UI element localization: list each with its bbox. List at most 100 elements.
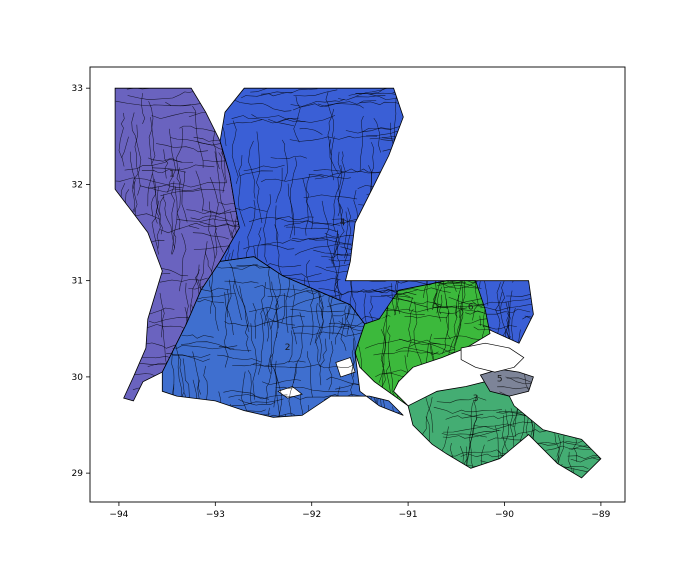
precinct-boundary [261,238,326,245]
precinct-boundary [192,232,229,240]
precinct-boundary [502,290,513,344]
precinct-boundary [159,196,164,235]
precinct-boundary [293,328,380,337]
precinct-boundary [464,316,490,324]
precinct-boundary [214,227,218,259]
district-4-label: 4 [340,218,346,228]
precinct-boundary [505,301,511,344]
precinct-boundary [510,329,521,344]
precinct-boundary [303,194,358,200]
y-tick-label: 31 [72,277,83,287]
precinct-boundary [444,278,482,290]
precinct-boundary [224,280,259,284]
precinct-boundary [487,437,556,445]
precinct-boundary [437,280,490,289]
precinct-boundary [149,187,202,193]
precinct-boundary [445,413,484,420]
precinct-boundary [261,282,269,342]
precinct-boundary [159,225,200,234]
precinct-boundary [275,167,283,203]
precinct-boundary [273,368,277,408]
precinct-boundary [318,288,391,295]
precinct-boundary [248,140,256,199]
precinct-boundary [326,285,393,297]
precinct-boundary [275,386,349,393]
precinct-boundary [186,209,231,215]
precinct-boundary [160,189,225,197]
precinct-boundary [118,112,125,159]
precinct-boundary [281,273,322,278]
precinct-boundary [239,285,249,353]
precinct-boundary [231,120,239,184]
district-labels: 1 2 4 6 3 5 [169,170,502,404]
precinct-boundary [290,99,345,107]
precinct-boundary [256,227,262,259]
precinct-boundary [480,303,534,312]
precinct-boundary [172,345,235,350]
precinct-boundary [292,103,364,111]
precinct-boundary [329,139,339,174]
precinct-boundary [480,370,484,397]
x-tick-label: −92 [302,510,321,520]
precinct-boundary [283,220,367,227]
precinct-boundary [290,364,353,369]
precinct-boundary [129,151,136,213]
precinct-boundary [442,449,513,457]
precinct-boundary [245,199,256,262]
precinct-boundary [466,417,478,478]
precinct-boundary [299,128,323,135]
precinct-boundary [275,205,278,241]
precinct-boundary [332,151,342,232]
precinct-boundary [181,171,188,223]
precinct-boundary [231,115,306,124]
precinct-boundary [151,164,215,171]
precinct-boundary [226,119,263,125]
precinct-boundary [307,351,313,398]
precinct-boundary [185,282,189,321]
precinct-boundary [252,302,257,339]
precinct-boundary [288,330,293,363]
precinct-boundary [192,351,201,395]
precinct-boundary [260,175,324,183]
precinct-boundary [179,125,227,135]
precinct-boundary [302,178,314,230]
precinct-boundary [289,135,378,142]
precinct-boundary [378,314,387,383]
precinct-boundary [313,169,388,174]
precinct-boundary [363,289,404,294]
precinct-boundary [474,297,534,307]
precinct-boundary [333,229,341,293]
precinct-boundary [170,181,177,249]
precinct-boundary [266,332,278,405]
precinct-boundary [321,200,333,264]
precinct-boundary [251,114,300,119]
precinct-boundary [340,305,347,351]
precinct-boundary [275,218,340,226]
precinct-boundary [386,325,391,405]
precinct-boundary [163,194,174,255]
precinct-boundary [356,88,392,96]
precinct-boundary [275,300,279,338]
precinct-boundary [281,293,286,324]
precinct-boundary [328,340,334,391]
precinct-boundary [448,297,477,305]
precinct-boundary [268,118,295,127]
district-6-label: 6 [468,303,474,313]
precinct-boundary [293,96,301,143]
precinct-boundary [331,136,335,181]
precinct-boundary [155,143,208,153]
precinct-boundary [285,226,338,233]
precinct-boundary [131,112,142,189]
precinct-boundary [343,211,349,264]
y-tick-label: 33 [72,84,83,94]
precinct-boundary [293,312,304,383]
precinct-boundary [218,152,226,193]
precinct-boundary [127,90,200,100]
precinct-boundary [319,338,327,386]
precinct-boundary [381,295,443,306]
precinct-boundary [326,376,361,386]
precinct-boundary [151,112,197,119]
precinct-boundary [176,218,240,226]
precinct-boundary [373,348,456,356]
precinct-boundary [227,279,232,318]
